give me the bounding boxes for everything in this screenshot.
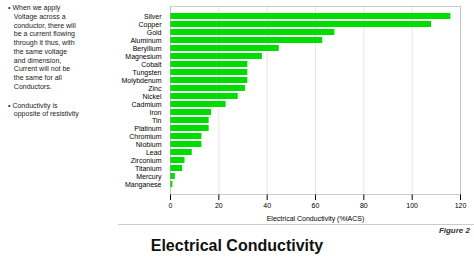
svg-text:Silver: Silver: [144, 13, 162, 20]
html-text:Electrical Conductivity: Electrical Conductivity: [150, 237, 324, 254]
svg-text:Chromium: Chromium: [129, 133, 161, 140]
svg-text:120: 120: [455, 202, 467, 209]
svg-text:Platinum: Platinum: [134, 125, 161, 132]
svg-text:Mercury: Mercury: [136, 173, 162, 181]
svg-text:Niobium: Niobium: [136, 141, 162, 148]
svg-text:0: 0: [169, 202, 173, 209]
svg-text:Aluminum: Aluminum: [130, 37, 161, 44]
svg-text:Cadmium: Cadmium: [132, 101, 162, 108]
html-text:Figure 2: Figure 2: [438, 226, 470, 235]
svg-text:Electrical Conductivity (%IACS: Electrical Conductivity (%IACS): [267, 215, 365, 223]
svg-text:60: 60: [312, 202, 320, 209]
svg-text:40: 40: [263, 202, 271, 209]
svg-text:20: 20: [215, 202, 223, 209]
svg-text:Zinc: Zinc: [148, 85, 162, 92]
svg-text:Gold: Gold: [147, 29, 162, 36]
svg-text:100: 100: [406, 202, 418, 209]
svg-text:Iron: Iron: [149, 109, 161, 116]
html-text:• When we apply Voltage across: • When we apply Voltage across a conduct…: [8, 4, 76, 90]
svg-text:Zirconium: Zirconium: [131, 157, 162, 164]
svg-text:Cobalt: Cobalt: [141, 61, 161, 68]
svg-text:Copper: Copper: [139, 21, 163, 29]
svg-text:Tin: Tin: [152, 117, 162, 124]
svg-text:Lead: Lead: [146, 149, 162, 156]
svg-text:Manganese: Manganese: [125, 181, 162, 189]
svg-text:Molybdenum: Molybdenum: [121, 77, 161, 85]
svg-text:80: 80: [360, 202, 368, 209]
svg-text:Magnesium: Magnesium: [125, 53, 161, 61]
html-text:• Conductivity is opposite of: • Conductivity is opposite of resistivit…: [8, 101, 79, 118]
svg-text:Beryllium: Beryllium: [133, 45, 162, 53]
svg-text:Titanium: Titanium: [135, 165, 162, 172]
svg-text:Nickel: Nickel: [142, 93, 162, 100]
svg-text:Tungsten: Tungsten: [133, 69, 162, 77]
